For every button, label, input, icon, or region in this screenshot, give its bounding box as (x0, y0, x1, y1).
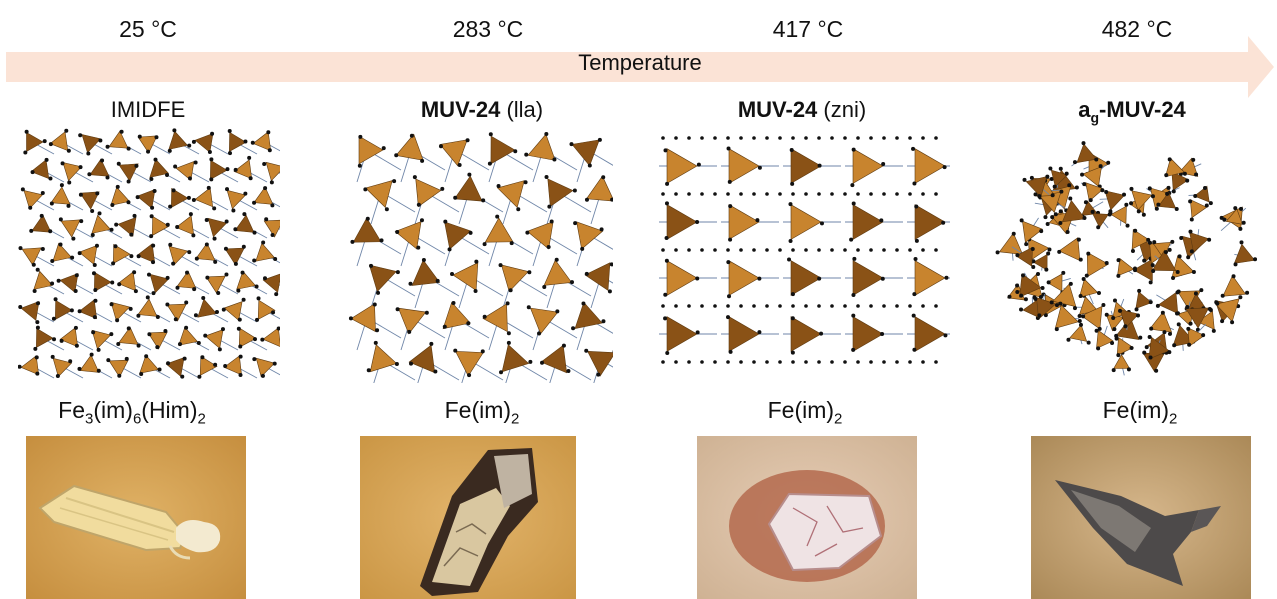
tetrahedra-group (659, 136, 950, 364)
formula-subscript: 2 (197, 410, 206, 428)
formula-part: (Him) (141, 397, 198, 423)
phase-name-bold: MUV-24 (737, 97, 818, 122)
phase-name-text: IMIDFE (110, 97, 186, 122)
temperature-label-417: 417 °C (772, 16, 844, 42)
structure-ag-muv24 (995, 141, 1257, 376)
temperature-label-482: 482 °C (1101, 16, 1173, 42)
crystal-photo-ag-muv24 (1031, 436, 1251, 599)
phase-name-bold: -MUV-24 (1099, 97, 1186, 122)
formula-subscript: 2 (1169, 410, 1178, 428)
arrow-label: Temperature (578, 50, 702, 75)
phase-name-imidfe: IMIDFE (18, 97, 278, 123)
formula-part: Fe(im) (444, 397, 512, 423)
temperature-label-283: 283 °C (452, 16, 524, 42)
formula-subscript: 2 (834, 410, 843, 428)
formula-muv24-lla: Fe(im)2 (342, 397, 622, 428)
formula-subscript: 2 (511, 410, 520, 428)
tetrahedra-group (348, 131, 613, 383)
temperature-label-25: 25 °C (119, 16, 177, 42)
crystal-photo-muv24-lla (360, 436, 576, 599)
formula-subscript: 6 (132, 410, 142, 428)
phase-name-muv24-zni: MUV-24 (zni) (672, 97, 932, 123)
arrow-shape (6, 36, 1274, 98)
phase-name-ag-muv24: ag-MUV-24 (1002, 97, 1262, 125)
formula-imidfe: Fe3(im)6(Him)2 (0, 397, 272, 428)
phase-name-suffix: (zni) (817, 97, 867, 122)
crystal-photo-imidfe (26, 436, 246, 599)
formula-part: Fe(im) (1102, 397, 1170, 423)
phase-name-prefix: a (1078, 97, 1091, 122)
structure-muv24-lla (348, 131, 613, 383)
tetrahedra-group (18, 128, 280, 379)
crystal-photo-muv24-zni (697, 436, 917, 599)
structure-imidfe (18, 128, 280, 379)
formula-ag-muv24: Fe(im)2 (1000, 397, 1277, 428)
formula-part: Fe(im) (767, 397, 835, 423)
phase-name-muv24-lla: MUV-24 (lla) (352, 97, 612, 123)
phase-name-bold: MUV-24 (420, 97, 501, 122)
formula-part: Fe (58, 397, 85, 423)
formula-muv24-zni: Fe(im)2 (665, 397, 945, 428)
phase-name-suffix: (lla) (500, 97, 544, 122)
formula-part: (im) (93, 397, 133, 423)
tetrahedra-group (995, 141, 1257, 376)
temperature-arrow: Temperature (6, 36, 1274, 98)
phase-name-prefix-sub: g (1090, 109, 1099, 126)
structure-muv24-zni (659, 136, 950, 364)
formula-subscript: 3 (85, 410, 94, 428)
